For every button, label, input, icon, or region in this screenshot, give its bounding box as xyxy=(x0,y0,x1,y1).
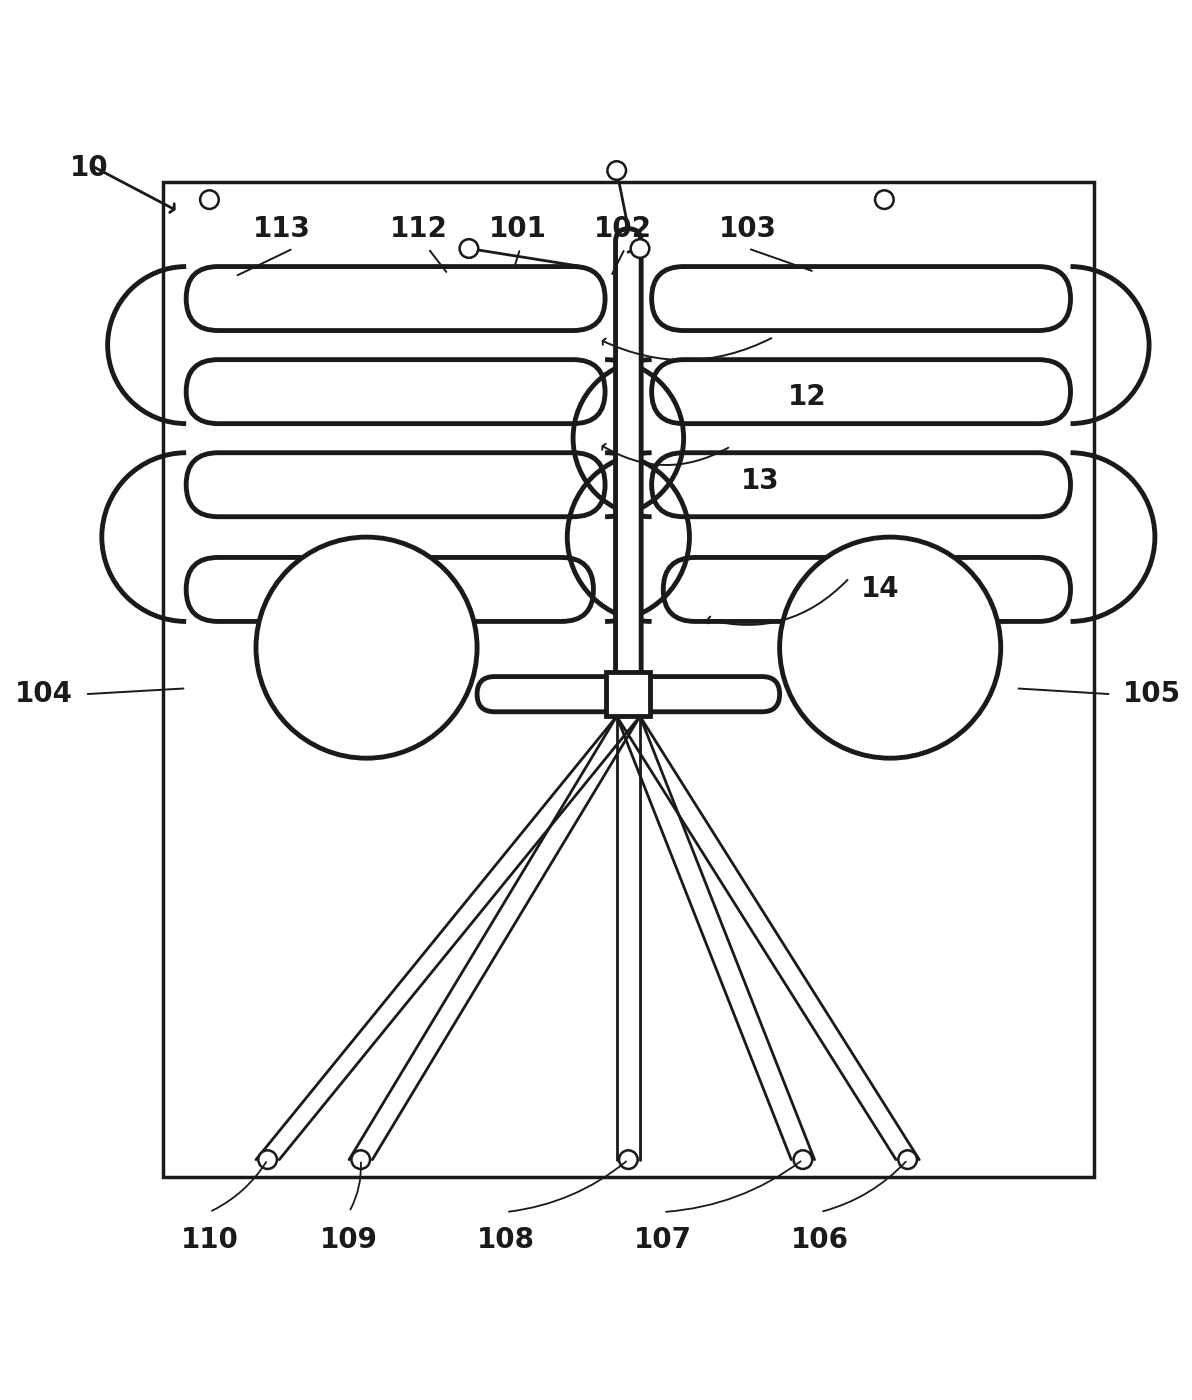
Text: 113: 113 xyxy=(253,214,311,242)
Text: 14: 14 xyxy=(861,575,900,603)
Text: 105: 105 xyxy=(1123,680,1181,708)
Text: 101: 101 xyxy=(489,214,547,242)
Text: 103: 103 xyxy=(719,214,777,242)
Text: 108: 108 xyxy=(477,1226,535,1254)
FancyBboxPatch shape xyxy=(652,360,1070,424)
Circle shape xyxy=(608,161,626,179)
Circle shape xyxy=(780,538,1001,759)
Bar xyxy=(163,182,1094,1177)
FancyBboxPatch shape xyxy=(477,676,628,711)
Text: 110: 110 xyxy=(180,1226,238,1254)
Circle shape xyxy=(200,190,219,209)
FancyBboxPatch shape xyxy=(615,228,641,694)
Circle shape xyxy=(619,1151,638,1169)
Circle shape xyxy=(899,1151,917,1169)
FancyBboxPatch shape xyxy=(186,266,606,330)
FancyBboxPatch shape xyxy=(186,360,606,424)
Text: 13: 13 xyxy=(741,468,780,496)
Circle shape xyxy=(875,190,894,209)
Text: 107: 107 xyxy=(634,1226,693,1254)
FancyBboxPatch shape xyxy=(186,557,594,622)
Text: 112: 112 xyxy=(390,214,448,242)
Circle shape xyxy=(352,1151,370,1169)
FancyBboxPatch shape xyxy=(652,266,1070,330)
Circle shape xyxy=(631,239,650,258)
FancyBboxPatch shape xyxy=(663,557,1070,622)
Circle shape xyxy=(259,1151,277,1169)
FancyBboxPatch shape xyxy=(652,452,1070,517)
Text: 109: 109 xyxy=(321,1226,378,1254)
Circle shape xyxy=(794,1151,812,1169)
Text: 102: 102 xyxy=(594,214,652,242)
Circle shape xyxy=(460,239,478,258)
Circle shape xyxy=(256,538,477,759)
FancyBboxPatch shape xyxy=(186,452,606,517)
Bar xyxy=(607,672,651,717)
Text: 12: 12 xyxy=(788,384,826,412)
FancyBboxPatch shape xyxy=(628,676,780,711)
Text: 10: 10 xyxy=(70,154,108,182)
Text: 106: 106 xyxy=(791,1226,850,1254)
Text: 104: 104 xyxy=(15,680,73,708)
